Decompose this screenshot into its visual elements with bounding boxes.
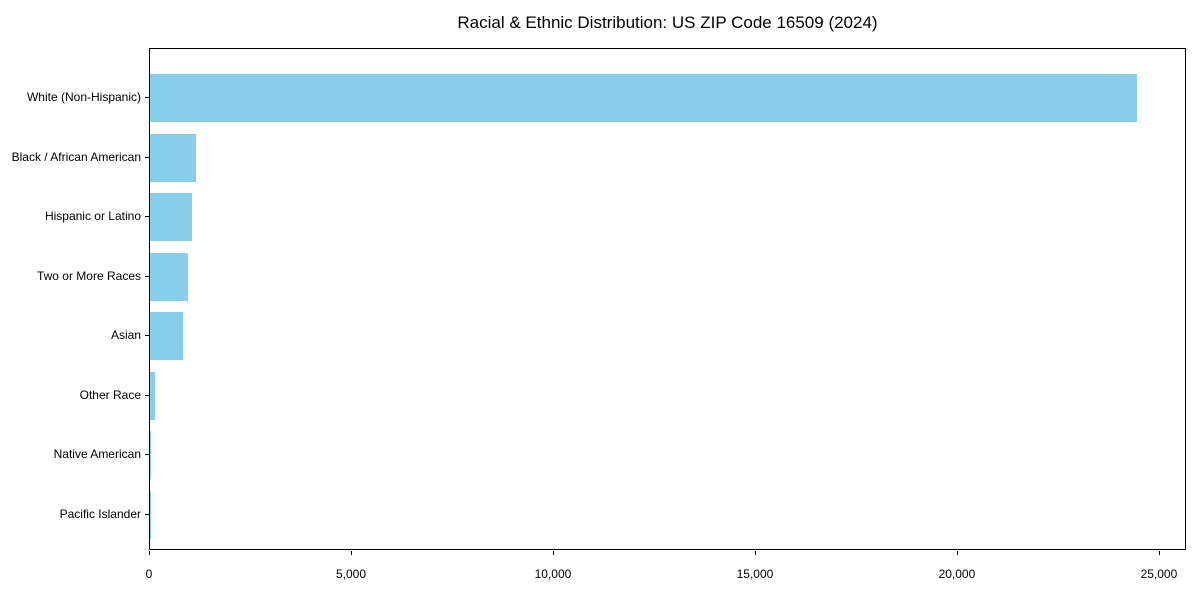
y-tick-mark	[145, 454, 149, 456]
x-tick-mark	[1158, 551, 1160, 555]
bar-white-non-hispanic	[150, 74, 1137, 122]
x-tick-mark	[956, 551, 958, 555]
x-tick-mark	[350, 551, 352, 555]
bar-two-or-more-races	[150, 252, 188, 301]
y-axis-label: Black / African American	[11, 149, 141, 164]
y-axis-label: Asian	[110, 328, 141, 343]
y-axis-label: Two or More Races	[36, 268, 141, 283]
y-tick-mark	[145, 275, 149, 277]
x-tick-label: 25,000	[1140, 567, 1178, 581]
y-axis-label: Other Race	[79, 387, 141, 402]
x-tick-mark	[552, 551, 554, 555]
bar-hispanic-or-latino	[150, 193, 193, 242]
x-tick-label: 20,000	[938, 567, 976, 581]
bar-native-american	[150, 431, 151, 480]
y-tick-mark	[145, 394, 149, 396]
x-tick-label: 15,000	[736, 567, 774, 581]
plot-area	[149, 48, 1186, 550]
x-tick-label: 10,000	[534, 567, 572, 581]
bar-other-race	[150, 371, 155, 420]
y-tick-mark	[145, 513, 149, 515]
bar-asian	[150, 312, 184, 361]
y-tick-mark	[145, 335, 149, 337]
y-tick-mark	[145, 156, 149, 158]
x-tick-label: 5,000	[335, 567, 366, 581]
x-tick-mark	[754, 551, 756, 555]
y-axis-label: White (Non-Hispanic)	[26, 90, 141, 104]
bar-black-african-american	[150, 133, 197, 182]
y-tick-mark	[145, 216, 149, 218]
y-tick-mark	[145, 97, 149, 98]
y-axis-label: Native American	[53, 447, 141, 462]
x-tick-mark	[149, 551, 150, 555]
y-axis-label: Hispanic or Latino	[44, 209, 141, 224]
chart-title: Racial & Ethnic Distribution: US ZIP Cod…	[457, 13, 878, 32]
x-tick-label: 0	[145, 567, 153, 581]
y-axis-label: Pacific Islander	[59, 506, 141, 521]
